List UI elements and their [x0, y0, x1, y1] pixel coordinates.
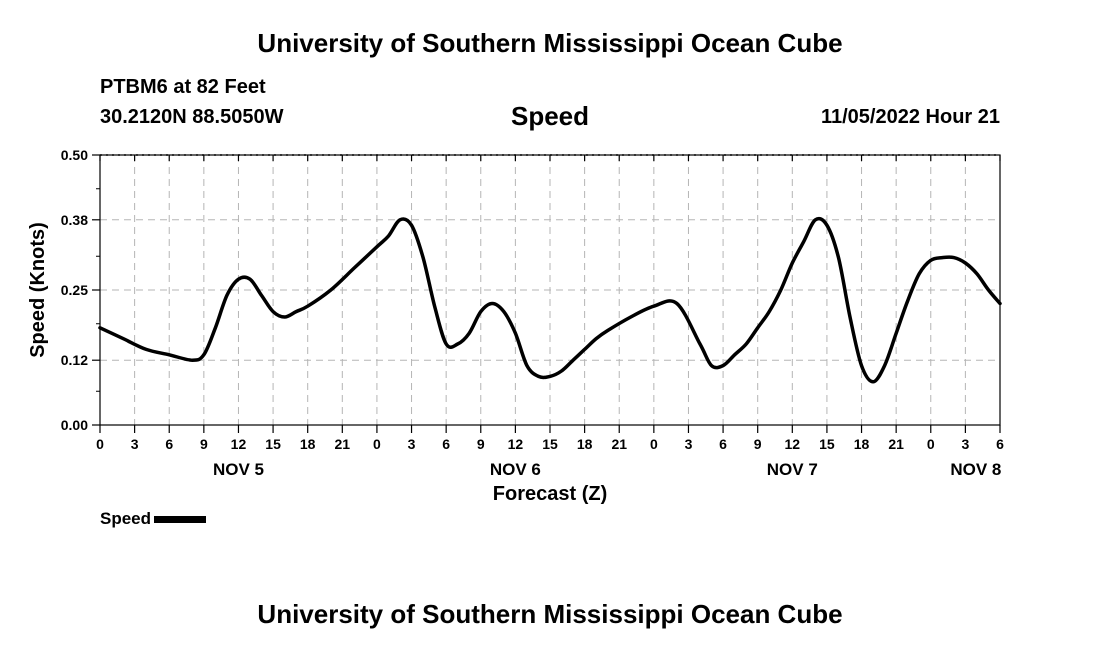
x-tick-label: 3	[961, 436, 969, 452]
x-tick-labels: 0 3 6 9 12 15 18 21 0 3 6 9 12 15 18 21 0 3 6 9 12 15 18 21 0 3 6	[96, 436, 1004, 452]
y-tick-label: 0.12	[61, 352, 88, 368]
x-tick-label: 0	[373, 436, 381, 452]
x-tick-label: 18	[300, 436, 316, 452]
x-tick-label: 0	[650, 436, 658, 452]
y-tick-label: 0.50	[61, 147, 88, 163]
x-tick-label: 9	[754, 436, 762, 452]
x-tick-label: 3	[685, 436, 693, 452]
x-tick-label: 6	[719, 436, 727, 452]
x-tick-label: 0	[927, 436, 935, 452]
legend-swatch	[154, 516, 207, 524]
x-tick-label: 6	[996, 436, 1004, 452]
x-tick-label: 6	[165, 436, 173, 452]
day-label: NOV 8	[950, 460, 1001, 479]
y-tick-label: 0.25	[61, 282, 88, 298]
day-label: NOV 7	[767, 460, 818, 479]
x-tick-label: 18	[577, 436, 593, 452]
x-tick-label: 3	[408, 436, 416, 452]
x-axis-label: Forecast (Z)	[493, 483, 607, 505]
day-label: NOV 6	[490, 460, 541, 479]
day-label: NOV 5	[213, 460, 264, 479]
legend-label: Speed	[100, 509, 152, 528]
chart-center-title: Speed	[510, 101, 590, 131]
x-tick-label: 3	[131, 436, 139, 452]
x-tick-label: 15	[819, 436, 835, 452]
y-tick-labels: 0.00 0.12 0.25 0.38 0.50	[61, 147, 88, 433]
x-tick-label: 21	[888, 436, 904, 452]
x-tick-label: 18	[854, 436, 870, 452]
x-tick-label: 21	[335, 436, 351, 452]
legend: Speed	[100, 509, 207, 529]
x-tick-label: 9	[200, 436, 208, 452]
x-tick-label: 12	[231, 436, 247, 452]
x-tick-label: 12	[508, 436, 524, 452]
x-tick-label: 9	[477, 436, 485, 452]
y-tick-label: 0.38	[61, 212, 88, 228]
page-title-bottom: University of Southern Mississippi Ocean…	[257, 599, 843, 629]
day-labels: NOV 5 NOV 6 NOV 7 NOV 8	[213, 460, 1001, 479]
station-label: PTBM6 at 82 Feet	[100, 76, 266, 98]
coords-label: 30.2120N 88.5050W	[100, 106, 284, 128]
x-tick-label: 21	[611, 436, 627, 452]
datetime-label: 11/05/2022 Hour 21	[820, 106, 1000, 128]
speed-series-line	[98, 216, 1002, 384]
y-tick-label: 0.00	[61, 417, 88, 433]
x-tick-label: 12	[785, 436, 801, 452]
y-axis-label: Speed (Knots)	[27, 222, 49, 358]
x-tick-label: 15	[542, 436, 558, 452]
x-tick-label: 6	[442, 436, 450, 452]
x-tick-label: 15	[265, 436, 281, 452]
x-tick-label: 0	[96, 436, 104, 452]
axis-ticks	[92, 154, 1001, 433]
chart-grid	[100, 154, 1000, 425]
page-title-top: University of Southern Mississippi Ocean…	[257, 28, 843, 58]
